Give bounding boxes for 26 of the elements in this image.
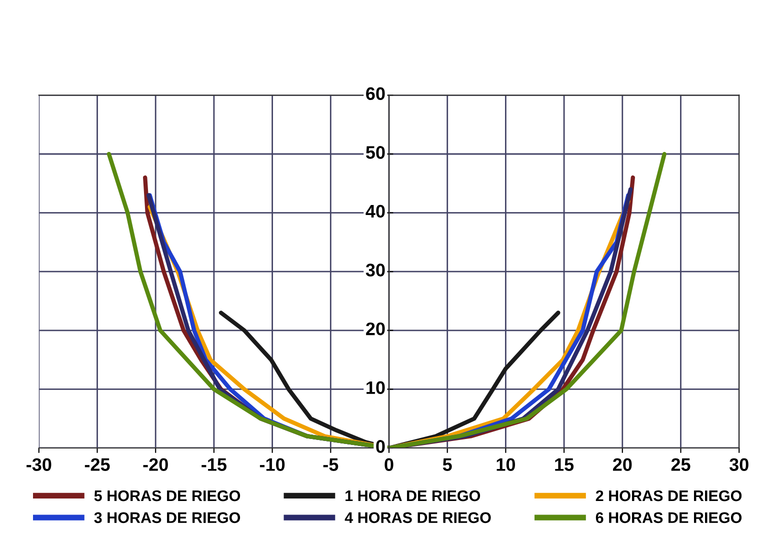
legend-label: 3 HORAS DE RIEGO — [94, 512, 240, 524]
legend-label: 2 HORAS DE RIEGO — [596, 490, 742, 502]
x-tick-label: 5 — [442, 458, 452, 471]
x-tick-label: -5 — [323, 458, 338, 471]
legend-label: 6 HORAS DE RIEGO — [596, 512, 742, 524]
x-tick-label: 0 — [384, 458, 394, 471]
y-tick-label: 30 — [366, 264, 385, 276]
x-tick-label: 25 — [671, 458, 690, 471]
x-tick-label: 30 — [729, 458, 748, 472]
y-tick-label: 60 — [366, 87, 385, 100]
y-tick-label: 0 — [376, 440, 385, 453]
x-tick-label: 15 — [555, 458, 574, 471]
y-tick-label: 10 — [366, 381, 385, 394]
legend-label: 1 HORA DE RIEGO — [346, 490, 480, 502]
legend-label: 4 HORAS DE RIEGO — [344, 512, 491, 524]
y-tick-label: 40 — [366, 204, 385, 218]
y-tick-label: 20 — [366, 322, 385, 336]
x-tick-label: -20 — [143, 458, 168, 471]
x-tick-label: -30 — [26, 458, 52, 472]
x-tick-label: 10 — [496, 458, 516, 471]
legend-label: 5 HORAS DE RIEGO — [94, 490, 240, 502]
x-tick-label: -15 — [202, 458, 226, 471]
x-tick-label: -10 — [260, 458, 285, 471]
x-tick-label: 20 — [612, 458, 632, 471]
y-tick-label: 50 — [366, 146, 385, 159]
x-tick-label: -25 — [84, 458, 110, 471]
